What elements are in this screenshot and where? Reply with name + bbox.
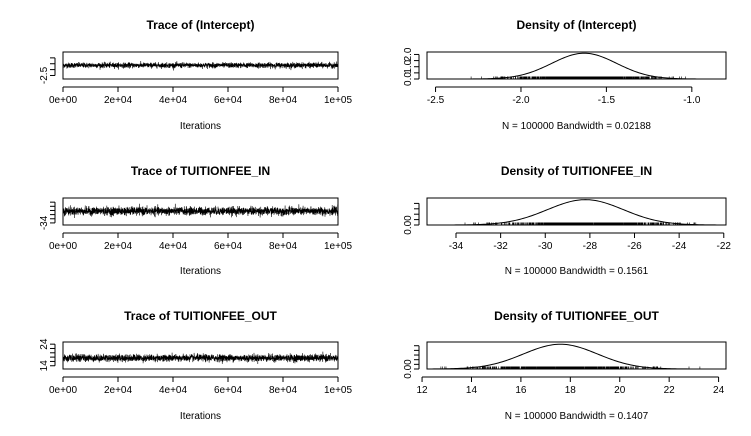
x-axis-label: N = 100000 Bandwidth = 0.02188 [502,121,651,132]
x-tick-label: 2e+04 [104,241,133,252]
rug-marks [464,222,697,225]
x-tick-label: 4e+04 [159,95,188,106]
y-tick-label: 0.0 [403,72,414,86]
density-panel-intercept: Density of (Intercept) N = 100000 Bandwi… [403,18,727,132]
x-tick-label: 6e+04 [214,385,243,396]
y-tick-label: 2.0 [403,47,414,61]
x-tick-label: 1e+05 [324,385,353,396]
rug-marks [470,76,686,79]
x-tick-label: 8e+04 [269,241,298,252]
x-tick-label: 0e+00 [49,95,78,106]
x-tick-label: 4e+04 [159,241,188,252]
panel-title: Density of (Intercept) [516,18,636,32]
x-tick-label: -28 [583,241,598,252]
x-tick-label: -2.0 [512,95,530,106]
trace-series-line [62,61,339,71]
rug-marks [440,366,701,369]
x-tick-label: 6e+04 [214,241,243,252]
x-tick-label: -1.0 [683,95,701,106]
panel-title: Density of TUITIONFEE_IN [501,164,652,178]
x-tick-label: -22 [717,241,732,252]
x-tick-label: -30 [538,241,553,252]
panel-title: Trace of TUITIONFEE_OUT [124,309,277,323]
x-tick-label: 14 [466,385,478,396]
x-axis-label: Iterations [180,266,221,277]
trace-series-line [62,351,339,365]
x-tick-label: 16 [515,385,527,396]
x-tick-label: 4e+04 [159,385,188,396]
x-tick-label: 20 [614,385,626,396]
x-tick-label: 8e+04 [269,95,298,106]
density-curve [427,199,727,226]
y-tick-label: 1.0 [403,59,414,73]
density-panel-tuitionfee-out: Density of TUITIONFEE_OUT N = 100000 Ban… [403,309,727,422]
trace-series-line [62,203,339,219]
x-tick-label: 1e+05 [324,241,353,252]
trace-panel-tuitionfee-in: Trace of TUITIONFEE_IN Iterations 0e+00 2… [39,164,352,277]
x-tick-label: -1.5 [598,95,616,106]
trace-panel-intercept: Trace of (Intercept) Iterations 0e+00 2e+… [39,18,352,132]
x-tick-label: 0e+00 [49,241,78,252]
y-tick-label: 24 [39,338,50,350]
x-tick-label: -32 [493,241,508,252]
x-tick-label: 6e+04 [214,95,243,106]
density-curve [447,52,721,80]
x-tick-label: 1e+05 [324,95,353,106]
y-tick-label: 14 [39,360,50,372]
x-tick-label: -24 [672,241,687,252]
trace-panel-tuitionfee-out: Trace of TUITIONFEE_OUT Iterations 0e+00… [39,309,352,422]
x-axis-label: Iterations [180,121,221,132]
x-tick-label: 18 [565,385,577,396]
x-tick-label: 2e+04 [104,385,133,396]
x-tick-label: -26 [627,241,642,252]
x-tick-label: 12 [416,385,428,396]
panel-title: Trace of (Intercept) [146,18,254,32]
x-tick-label: 2e+04 [104,95,133,106]
y-tick-label: 0.00 [403,215,414,235]
x-axis-label: N = 100000 Bandwidth = 0.1561 [505,266,649,277]
x-tick-label: 24 [713,385,725,396]
panel-title: Density of TUITIONFEE_OUT [494,309,659,323]
x-axis-label: N = 100000 Bandwidth = 0.1407 [505,411,649,422]
x-tick-label: 8e+04 [269,385,298,396]
x-tick-label: 22 [664,385,676,396]
x-tick-label: 0e+00 [49,385,78,396]
x-axis-label: Iterations [180,411,221,422]
x-tick-label: -2.5 [427,95,445,106]
y-tick-label: -34 [39,215,50,230]
y-tick-label: 0.00 [403,359,414,379]
y-tick-label: -2.5 [39,66,50,84]
density-panel-tuitionfee-in: Density of TUITIONFEE_IN N = 100000 Band… [403,164,731,277]
x-tick-label: -34 [449,241,464,252]
panel-title: Trace of TUITIONFEE_IN [131,164,270,178]
